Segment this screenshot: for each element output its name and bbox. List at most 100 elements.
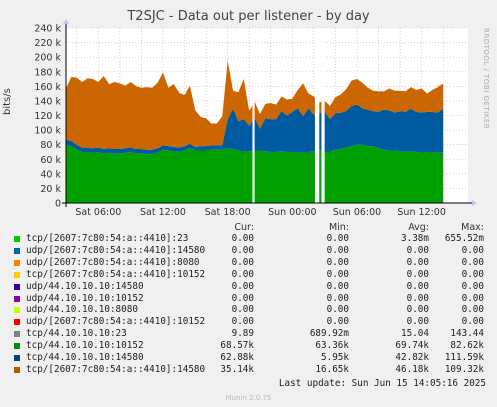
legend-min: 0.00 xyxy=(326,233,349,244)
legend-max: 111.59k xyxy=(444,352,484,363)
legend-avg: 0.00 xyxy=(406,268,429,280)
legend-row: tcp/44.10.10.10:10152 68.57k 63.36k 69.74k 8… xyxy=(0,340,497,351)
legend-min: 0.00 xyxy=(326,304,349,316)
legend-max: 0.00 xyxy=(461,268,484,280)
col-avg: Avg: xyxy=(408,222,429,233)
legend-avg: 0.00 xyxy=(406,256,429,268)
y-tick-label: 20 k xyxy=(40,184,61,195)
legend-row: tcp/[2607:7c80:54:a::4410]:23 0.00 0.00 3.3… xyxy=(0,233,497,244)
legend-swatch xyxy=(14,366,20,373)
x-tick-label: Sat 12:00 xyxy=(140,207,186,218)
legend-min: 16.65k xyxy=(315,363,349,375)
legend-row: tcp/[2607:7c80:54:a::4410]:14580 35.14k 16… xyxy=(0,364,497,375)
x-tick-label: Sat 18:00 xyxy=(205,207,251,218)
legend-swatch xyxy=(14,307,20,314)
legend-name: udp/44.10.10.10:8080 xyxy=(26,304,138,316)
data-gap xyxy=(314,28,320,203)
legend-name: tcp/44.10.10.10:14580 xyxy=(26,352,144,363)
y-tick-label: 60 k xyxy=(40,155,61,166)
legend-avg: 0.00 xyxy=(406,244,429,256)
legend-max: 0.00 xyxy=(461,304,484,316)
data-gap xyxy=(252,28,255,203)
munin-version: Munin 2.0.75 xyxy=(225,394,272,402)
data-gap xyxy=(321,28,325,203)
x-tick-label: Sun 00:00 xyxy=(268,207,316,218)
x-tick-label: Sat 06:00 xyxy=(75,207,121,218)
col-max: Max: xyxy=(461,222,484,233)
y-tick-label: 200 k xyxy=(34,53,61,64)
legend-swatch xyxy=(14,319,20,326)
legend-name: tcp/[2607:7c80:54:a::4410]:23 xyxy=(26,233,189,244)
y-axis-arrow xyxy=(63,19,69,24)
legend-avg: 0.00 xyxy=(406,304,429,316)
legend-max: 0.00 xyxy=(461,244,484,256)
legend-row: udp/44.10.10.10:8080 0.00 0.00 0.00 0.00 xyxy=(0,304,497,315)
legend-name: tcp/44.10.10.10:23 xyxy=(26,328,127,340)
chart-area: 0 20 k 40 k 60 k 80 k 100 k 120 k 140 k 160 k 180… xyxy=(34,19,477,218)
legend-avg: 15.04 xyxy=(401,328,429,340)
x-tick-label: Sun 06:00 xyxy=(333,207,381,218)
legend-max: 0.00 xyxy=(461,292,484,304)
legend-min: 0.00 xyxy=(326,292,349,304)
legend-name: udp/44.10.10.10:14580 xyxy=(26,280,144,292)
legend-cur: 0.00 xyxy=(231,233,254,244)
legend-swatch xyxy=(14,295,20,302)
legend-min: 0.00 xyxy=(326,244,349,256)
x-tick-label: Sun 12:00 xyxy=(397,207,445,218)
legend-row: tcp/44.10.10.10:14580 62.88k 5.95k 42.82k 11… xyxy=(0,352,497,363)
legend-cur: 0.00 xyxy=(231,280,254,292)
x-ticks: Sat 06:00 Sat 12:00 Sat 18:00 Sun 00:00 Sun … xyxy=(75,207,446,218)
legend-cur: 0.00 xyxy=(231,292,254,304)
y-tick-label: 240 k xyxy=(34,24,61,35)
data-gaps xyxy=(252,28,325,203)
legend-avg: 0.00 xyxy=(406,316,429,328)
last-update: Last update: Sun Jun 15 14:05:16 2025 xyxy=(278,378,486,389)
col-min: Min: xyxy=(328,222,349,233)
legend-avg: 0.00 xyxy=(406,292,429,304)
legend-max: 109.32k xyxy=(444,363,484,375)
y-tick-label: 160 k xyxy=(34,82,61,93)
legend-row: udp/44.10.10.10:10152 0.00 0.00 0.00 0.00 xyxy=(0,293,497,304)
legend-max: 0.00 xyxy=(461,256,484,268)
legend-min: 0.00 xyxy=(326,316,349,328)
y-tick-label: 220 k xyxy=(34,38,61,49)
legend-min: 0.00 xyxy=(326,256,349,268)
legend-swatch xyxy=(14,271,20,278)
legend-swatch xyxy=(14,259,20,266)
legend-name: udp/[2607:7c80:54:a::4410]:14580 xyxy=(26,244,206,256)
y-tick-label: 100 k xyxy=(34,126,61,137)
legend-min: 63.36k xyxy=(315,340,349,352)
legend-cur: 35.14k xyxy=(220,363,254,375)
legend-cur: 62.88k xyxy=(220,352,254,363)
chart-title: T2SJC - Data out per listener - by day xyxy=(127,9,370,24)
y-tick-label: 180 k xyxy=(34,67,61,78)
legend-cur: 0.00 xyxy=(231,256,254,268)
legend-min: 0.00 xyxy=(326,280,349,292)
legend-cur: 0.00 xyxy=(231,244,254,256)
legend-avg: 69.74k xyxy=(395,340,429,352)
y-ticks: 0 20 k 40 k 60 k 80 k 100 k 120 k 140 k 160 k 180… xyxy=(34,24,61,210)
y-tick-label: 0 xyxy=(55,199,61,210)
legend-swatch xyxy=(14,236,20,242)
legend-max: 0.00 xyxy=(461,316,484,328)
legend-avg: 3.38m xyxy=(401,233,429,244)
legend-name: tcp/[2607:7c80:54:a::4410]:14580 xyxy=(26,363,206,375)
legend-min: 689.92m xyxy=(309,328,349,340)
col-cur: Cur: xyxy=(234,222,254,233)
y-tick-label: 120 k xyxy=(34,111,61,122)
y-tick-label: 140 k xyxy=(34,96,61,107)
legend-avg: 0.00 xyxy=(406,280,429,292)
legend-name: udp/[2607:7c80:54:a::4410]:10152 xyxy=(26,316,206,328)
legend-avg: 42.82k xyxy=(395,352,429,363)
legend-cur: 68.57k xyxy=(220,340,254,352)
legend-name: tcp/44.10.10.10:10152 xyxy=(26,340,144,352)
legend-swatch xyxy=(14,343,20,350)
y-tick-label: 80 k xyxy=(40,140,61,151)
y-tick-label: 40 k xyxy=(40,169,61,180)
legend-row: tcp/44.10.10.10:23 9.89 689.92m 15.04 143.44 xyxy=(0,328,497,339)
legend-min: 0.00 xyxy=(326,268,349,280)
legend-name: tcp/[2607:7c80:54:a::4410]:10152 xyxy=(26,268,206,280)
legend-max: 0.00 xyxy=(461,280,484,292)
legend-name: udp/[2607:7c80:54:a::4410]:8080 xyxy=(26,256,200,268)
legend-max: 143.44 xyxy=(450,328,484,340)
